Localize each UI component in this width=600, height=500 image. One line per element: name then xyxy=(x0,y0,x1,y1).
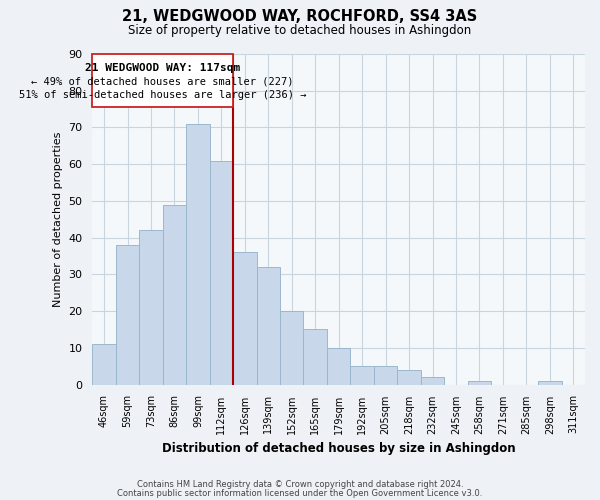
Bar xyxy=(116,245,139,384)
Bar xyxy=(327,348,350,385)
Y-axis label: Number of detached properties: Number of detached properties xyxy=(53,132,63,307)
Bar xyxy=(163,204,186,384)
Bar xyxy=(92,344,116,385)
Text: ← 49% of detached houses are smaller (227): ← 49% of detached houses are smaller (22… xyxy=(31,77,294,87)
Bar xyxy=(397,370,421,384)
Bar xyxy=(257,267,280,384)
Text: Contains HM Land Registry data © Crown copyright and database right 2024.: Contains HM Land Registry data © Crown c… xyxy=(137,480,463,489)
Text: Size of property relative to detached houses in Ashingdon: Size of property relative to detached ho… xyxy=(128,24,472,37)
FancyBboxPatch shape xyxy=(92,54,233,108)
Bar xyxy=(233,252,257,384)
Bar xyxy=(139,230,163,384)
Text: 21 WEDGWOOD WAY: 117sqm: 21 WEDGWOOD WAY: 117sqm xyxy=(85,63,241,73)
Bar xyxy=(374,366,397,384)
Bar xyxy=(421,377,444,384)
X-axis label: Distribution of detached houses by size in Ashingdon: Distribution of detached houses by size … xyxy=(162,442,515,455)
Bar xyxy=(538,381,562,384)
Text: 51% of semi-detached houses are larger (236) →: 51% of semi-detached houses are larger (… xyxy=(19,90,307,100)
Bar xyxy=(304,330,327,384)
Text: Contains public sector information licensed under the Open Government Licence v3: Contains public sector information licen… xyxy=(118,489,482,498)
Bar xyxy=(350,366,374,384)
Bar xyxy=(467,381,491,384)
Bar xyxy=(280,311,304,384)
Text: 21, WEDGWOOD WAY, ROCHFORD, SS4 3AS: 21, WEDGWOOD WAY, ROCHFORD, SS4 3AS xyxy=(122,9,478,24)
Bar xyxy=(209,160,233,384)
Bar xyxy=(186,124,209,384)
